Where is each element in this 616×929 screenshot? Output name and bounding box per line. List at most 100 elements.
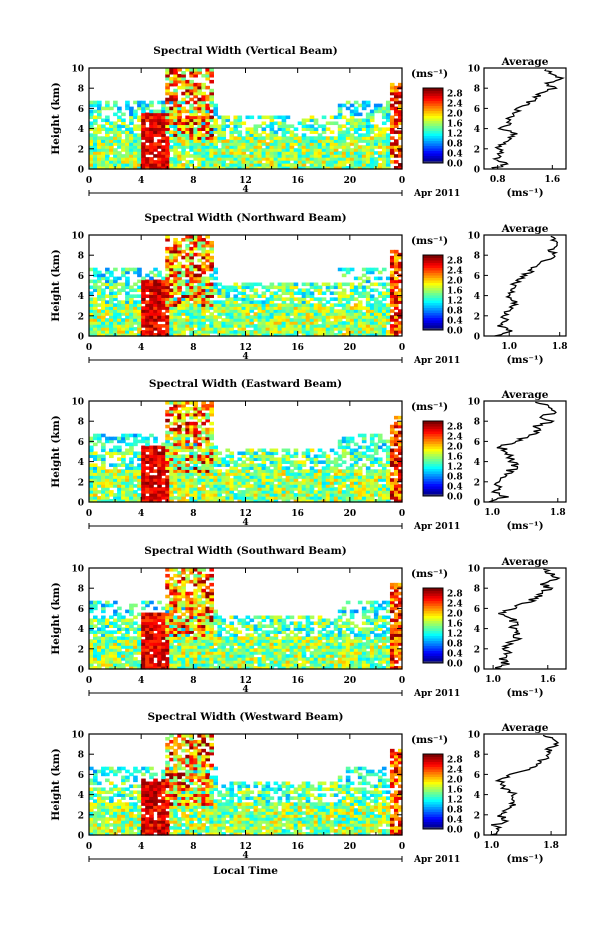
heatmap-cell: [281, 282, 287, 287]
heatmap-cell: [161, 457, 166, 462]
heatmap-cell: [381, 442, 387, 447]
heatmap-cell: [197, 97, 202, 102]
heatmap-cell: [117, 657, 122, 661]
heatmap-cell: [345, 315, 351, 319]
heatmap-cell: [181, 463, 186, 467]
heatmap-cell: [165, 100, 170, 105]
heatmap-cell: [333, 318, 339, 322]
heatmap-cell: [337, 145, 343, 149]
heatmap-cell: [357, 490, 363, 494]
heatmap-cell: [253, 493, 259, 497]
heatmap-cell: [317, 291, 323, 296]
heatmap-cell: [213, 460, 219, 464]
heatmap-cell: [153, 496, 158, 500]
heatmap-cell: [133, 288, 138, 293]
heatmap-cell: [153, 127, 158, 131]
heatmap-cell: [181, 79, 186, 84]
heatmap-cell: [389, 451, 395, 456]
heatmap-cell: [293, 306, 299, 310]
heatmap-cell: [101, 606, 106, 611]
heatmap-cell: [173, 454, 178, 459]
heatmap-cell: [117, 496, 122, 500]
heatmap-cell: [201, 237, 206, 242]
heatmap-cell: [169, 115, 174, 120]
heatmap-cell: [237, 151, 243, 155]
heatmap-cell: [341, 166, 347, 170]
heatmap-cell: [105, 166, 110, 170]
heatmap-cell: [169, 270, 174, 275]
heatmap-cell: [157, 654, 162, 658]
heatmap-cell: [289, 291, 295, 296]
panel-2: Spectral Width (Eastward Beam)0246810Hei…: [50, 378, 567, 532]
heatmap-cell: [293, 481, 299, 485]
heatmap-cell: [261, 127, 267, 131]
average-y-tick-label: 4: [474, 292, 480, 302]
heatmap-cell: [149, 139, 154, 143]
heatmap-cell: [193, 481, 198, 485]
heatmap-cell: [153, 499, 158, 503]
heatmap-cell: [129, 472, 134, 476]
heatmap-cell: [213, 270, 219, 275]
heatmap-cell: [253, 324, 259, 328]
heatmap-cell: [385, 457, 391, 462]
heatmap-cell: [285, 154, 291, 158]
heatmap-cell: [97, 330, 102, 334]
heatmap-cell: [193, 300, 198, 304]
heatmap-cell: [181, 151, 186, 155]
heatmap-cell: [285, 481, 291, 485]
heatmap-cell: [245, 478, 251, 482]
heatmap-cell: [97, 309, 102, 313]
heatmap-cell: [185, 487, 190, 491]
heatmap-cell: [373, 484, 379, 488]
colorbar-swatch: [423, 297, 443, 301]
heatmap-cell: [205, 94, 210, 99]
heatmap-cell: [385, 103, 391, 108]
heatmap-cell: [105, 648, 110, 652]
heatmap-cell: [141, 121, 146, 126]
heatmap-cell: [129, 645, 134, 649]
heatmap-cell: [341, 291, 347, 296]
heatmap-cell: [397, 100, 403, 105]
heatmap-cell: [201, 91, 206, 96]
heatmap-cell: [385, 142, 391, 146]
heatmap-cell: [129, 330, 134, 334]
heatmap-cell: [173, 270, 178, 275]
heatmap-cell: [113, 451, 118, 456]
heatmap-cell: [153, 130, 158, 134]
heatmap-cell: [221, 330, 227, 334]
heatmap-cell: [233, 315, 239, 319]
heatmap-cell: [229, 151, 235, 155]
heatmap-cell: [365, 118, 371, 123]
heatmap-cell: [133, 436, 138, 441]
heatmap-cell: [113, 321, 118, 325]
heatmap-cell: [173, 112, 178, 117]
heatmap-cell: [217, 139, 223, 143]
heatmap-cell: [229, 133, 235, 137]
heatmap-cell: [137, 115, 142, 120]
heatmap-cell: [361, 315, 367, 319]
heatmap-cell: [393, 267, 399, 272]
heatmap-cell: [169, 106, 174, 111]
heatmap-cell: [97, 439, 102, 444]
heatmap-cell: [201, 300, 206, 304]
heatmap-cell: [257, 115, 263, 120]
heatmap-cell: [317, 288, 323, 293]
heatmap-cell: [145, 645, 150, 649]
heatmap-cell: [213, 166, 219, 170]
heatmap-cell: [209, 475, 214, 479]
heatmap-cell: [165, 279, 170, 284]
heatmap-cell: [149, 654, 154, 658]
heatmap-cell: [193, 415, 198, 420]
heatmap-cell: [113, 484, 118, 488]
heatmap-cell: [177, 401, 182, 405]
heatmap-cell: [381, 294, 387, 298]
heatmap-cell: [337, 439, 343, 444]
heatmap-cell: [173, 448, 178, 453]
heatmap-cell: [141, 436, 146, 441]
heatmap-cell: [145, 148, 150, 152]
heatmap-cell: [321, 493, 327, 497]
heatmap-cell: [273, 484, 279, 488]
heatmap-cell: [193, 469, 198, 473]
heatmap-cell: [89, 660, 94, 664]
heatmap-cell: [97, 645, 102, 649]
